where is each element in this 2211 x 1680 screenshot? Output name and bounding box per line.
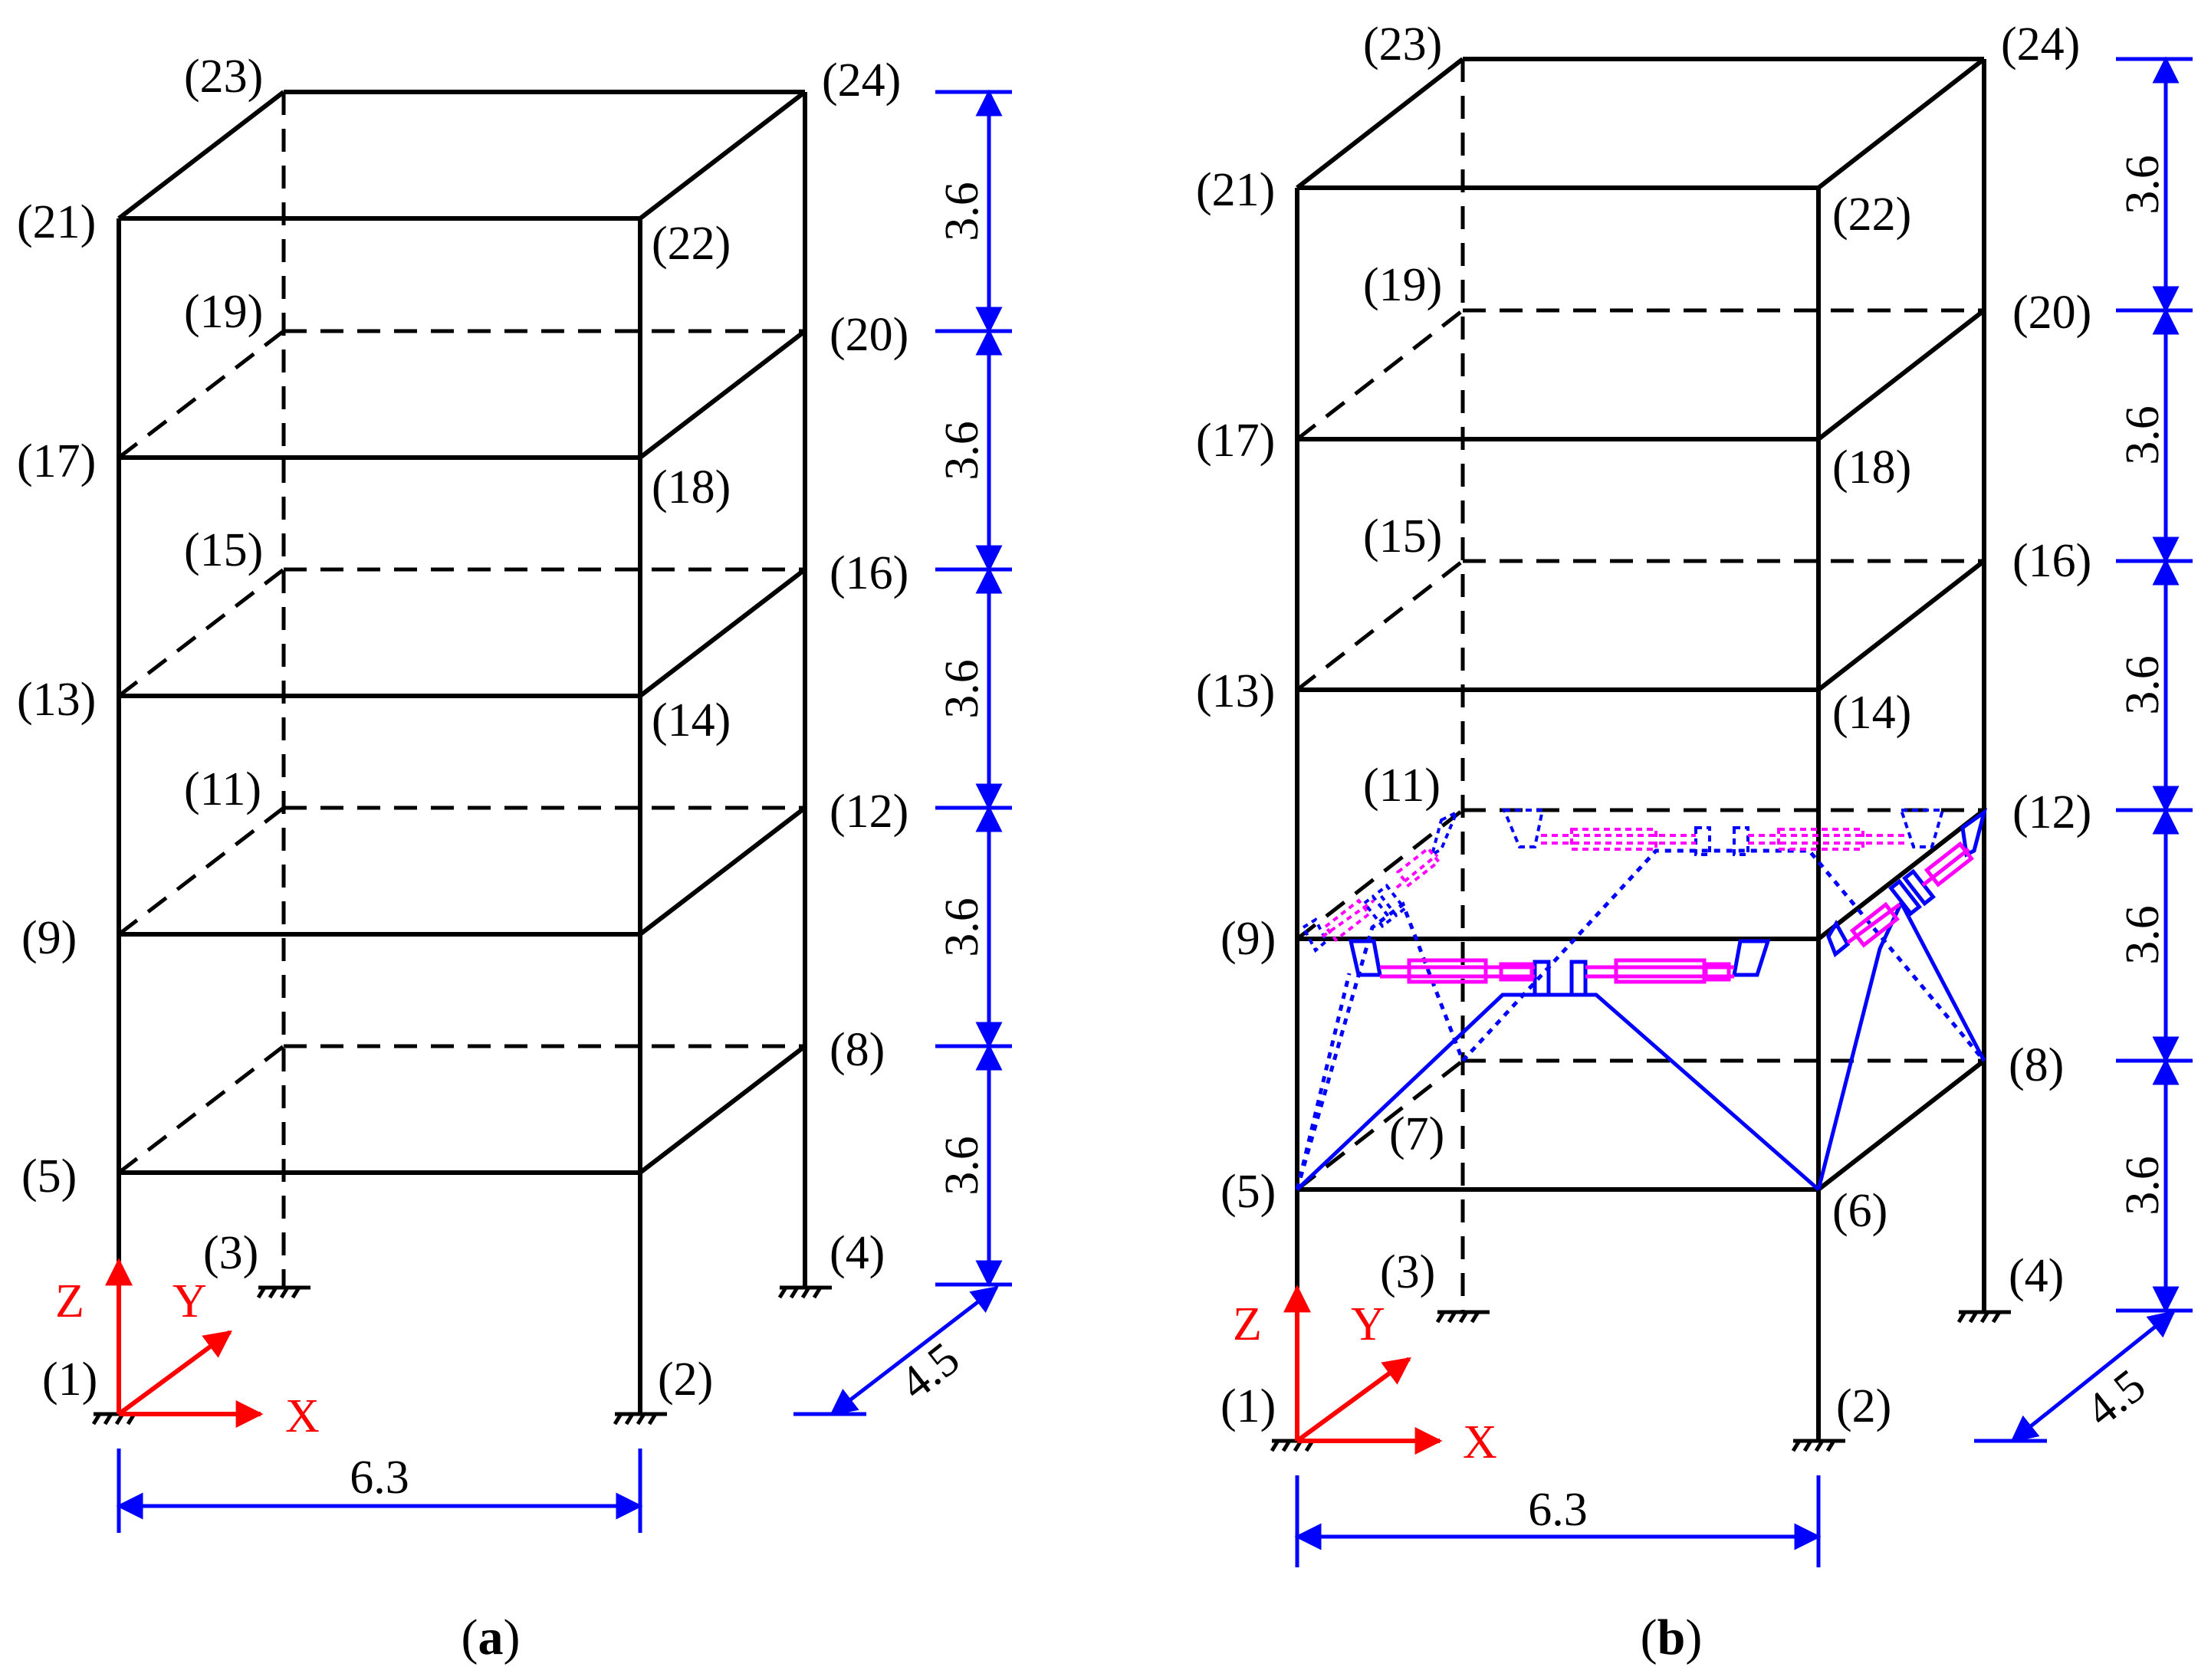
- node-label: (17): [17, 435, 96, 487]
- node-label: (9): [21, 912, 77, 964]
- node-label: (11): [1363, 760, 1441, 812]
- front-chevron-brace: [1296, 993, 1820, 1191]
- node-label: (2): [658, 1354, 713, 1406]
- node-label: (8): [830, 1024, 885, 1076]
- node-label: (3): [1380, 1246, 1435, 1298]
- node-label: (9): [1220, 913, 1276, 965]
- node-label: (16): [2012, 535, 2091, 587]
- story-height-label: 3.6: [2117, 155, 2169, 215]
- panel-a-frame: [117, 90, 807, 1414]
- story-height-label: 3.6: [2117, 655, 2169, 715]
- node-label: (7): [1389, 1108, 1444, 1160]
- node-label: (21): [1196, 164, 1275, 216]
- span-y-label: 4.5: [890, 1333, 969, 1410]
- panel-b-frame: [1295, 57, 1986, 1441]
- panel-b-supports: [1270, 1310, 2011, 1452]
- panel-a-axes: Z Y X: [55, 1258, 320, 1442]
- node-label: (12): [2012, 786, 2091, 838]
- node-label: (20): [2012, 287, 2091, 339]
- caption-open: (: [462, 1609, 478, 1665]
- node-label: (12): [830, 786, 908, 838]
- axis-y-label: Y: [1351, 1298, 1385, 1350]
- panel-b-axes: Z Y X: [1233, 1285, 1497, 1468]
- story-height-label: 3.6: [2117, 905, 2169, 965]
- span-x-label: 6.3: [350, 1452, 409, 1504]
- node-label: (17): [1196, 415, 1275, 467]
- panel-b-node-labels: (1) (2) (3) (4) (5) (6) (7) (8) (9) (11)…: [1196, 18, 2091, 1432]
- node-label: (4): [2009, 1250, 2064, 1302]
- node-label: (23): [1363, 18, 1442, 71]
- axis-x-label: X: [1463, 1416, 1497, 1468]
- node-label: (14): [1832, 687, 1911, 739]
- node-label: (18): [652, 461, 731, 514]
- node-label: (4): [830, 1227, 885, 1279]
- left-side-damper: [1301, 809, 1460, 953]
- front-damper-assembly: [1348, 939, 1771, 997]
- node-label: (19): [1363, 259, 1442, 311]
- axis-x-label: X: [285, 1390, 320, 1442]
- panel-a-hidden-lines: [117, 92, 805, 1288]
- caption-close: ): [504, 1609, 521, 1665]
- node-label: (14): [652, 694, 731, 746]
- node-label: (5): [1220, 1166, 1276, 1218]
- node-label: (20): [830, 309, 908, 361]
- story-height-label: 3.6: [936, 659, 988, 719]
- node-label: (15): [1363, 510, 1442, 563]
- node-label: (16): [830, 547, 908, 599]
- panel-a-dimensions: 3.6 3.6 3.6 3.6 3.6 6.3 4.5: [116, 89, 1012, 1533]
- panel-a-caption: (a): [462, 1609, 521, 1665]
- story-height-label: 3.6: [936, 1136, 988, 1196]
- axis-z-label: Z: [1233, 1298, 1262, 1350]
- node-label: (19): [184, 286, 263, 338]
- node-label: (18): [1832, 441, 1911, 494]
- panel-a: (1) (2) (3) (4) (5) (8) (9) (11) (12) (1…: [17, 51, 1012, 1665]
- span-x-label: 6.3: [1528, 1484, 1588, 1536]
- node-label: (23): [184, 51, 263, 103]
- node-label: (13): [17, 674, 96, 726]
- panel-b: (1) (2) (3) (4) (5) (6) (7) (8) (9) (11)…: [1196, 18, 2193, 1665]
- panel-b-caption: (b): [1641, 1609, 1703, 1665]
- story-height-label: 3.6: [936, 897, 988, 957]
- node-label: (24): [2001, 18, 2080, 71]
- node-label: (5): [21, 1150, 77, 1203]
- panel-a-node-labels: (1) (2) (3) (4) (5) (8) (9) (11) (12) (1…: [17, 51, 908, 1406]
- caption-letter: a: [478, 1609, 504, 1665]
- node-label: (2): [1836, 1380, 1891, 1432]
- story-height-label: 3.6: [936, 421, 988, 481]
- node-label: (3): [203, 1227, 258, 1279]
- right-side-damper: [1826, 807, 1988, 958]
- node-label: (1): [42, 1354, 97, 1406]
- axis-z-label: Z: [55, 1275, 84, 1327]
- span-y-label: 4.5: [2076, 1360, 2155, 1437]
- node-label: (21): [17, 196, 96, 248]
- node-label: (13): [1196, 665, 1275, 717]
- node-label: (11): [184, 763, 261, 815]
- node-label: (24): [822, 54, 901, 107]
- back-damper-assembly: [1502, 809, 1945, 856]
- story-height-label: 3.6: [936, 182, 988, 241]
- panel-b-hidden-lines: [1296, 59, 1984, 1312]
- story-height-label: 3.6: [2117, 1156, 2169, 1216]
- node-label: (8): [2009, 1039, 2064, 1091]
- story-height-label: 3.6: [2117, 405, 2169, 465]
- caption-open: (: [1641, 1609, 1657, 1665]
- node-label: (6): [1832, 1185, 1887, 1237]
- node-label: (22): [652, 218, 731, 270]
- caption-close: ): [1685, 1609, 1702, 1665]
- node-label: (1): [1220, 1380, 1276, 1432]
- node-label: (22): [1832, 189, 1911, 241]
- node-label: (15): [184, 524, 263, 576]
- axis-y-label: Y: [172, 1275, 207, 1327]
- caption-letter: b: [1657, 1609, 1686, 1665]
